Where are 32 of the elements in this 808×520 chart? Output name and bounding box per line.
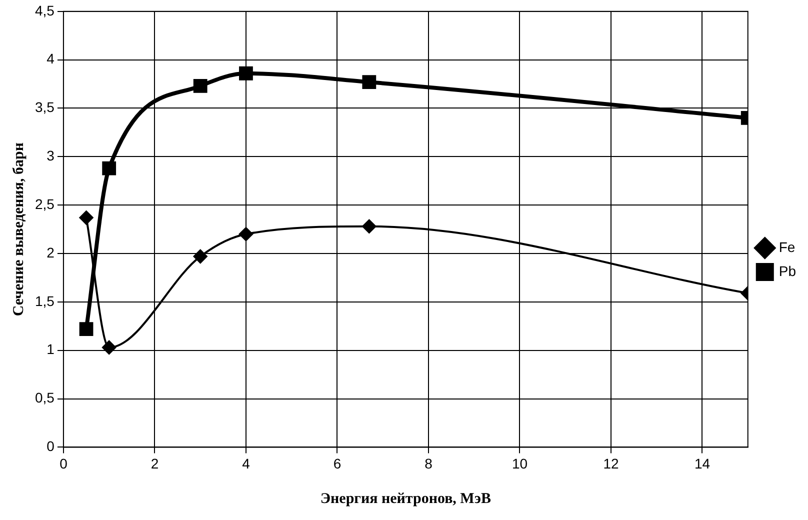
y-tick-label: 1: [46, 341, 55, 358]
x-axis-title: Энергия нейтронов, МэВ: [320, 490, 492, 507]
x-tick-label: 2: [150, 455, 159, 472]
y-tick-label: 4,5: [34, 2, 55, 18]
y-axis-title: Сечение выведения, барн: [10, 142, 27, 316]
point: [193, 249, 208, 264]
y-tick-label: 2,5: [34, 196, 55, 212]
x-tick-label: 10: [512, 455, 528, 472]
x-tick-label: 14: [694, 455, 710, 472]
y-tick-label: 3: [46, 148, 55, 164]
point: [238, 227, 253, 242]
legend-label: Fe: [778, 238, 796, 255]
x-tick-label: 12: [603, 455, 619, 472]
y-tick-label: 1,5: [34, 292, 55, 309]
point: [239, 66, 253, 80]
x-tick-label: 4: [242, 455, 250, 472]
y-tick-label: 0,5: [34, 390, 55, 406]
point: [193, 79, 208, 93]
point: [79, 210, 94, 225]
x-tick-label: 6: [333, 455, 342, 472]
y-tick-label: 3,5: [34, 99, 55, 116]
point: [102, 340, 116, 354]
point: [362, 75, 376, 90]
y-tick-label: 0: [46, 438, 55, 454]
y-tick-label: 2: [46, 244, 55, 260]
y-tick-label: 4: [46, 50, 55, 67]
legend-label: Pb: [778, 262, 796, 279]
x-tick-label: 0: [60, 455, 68, 472]
point: [79, 322, 94, 336]
point: [362, 219, 376, 234]
point: [102, 161, 116, 176]
x-tick-label: 8: [424, 455, 433, 472]
